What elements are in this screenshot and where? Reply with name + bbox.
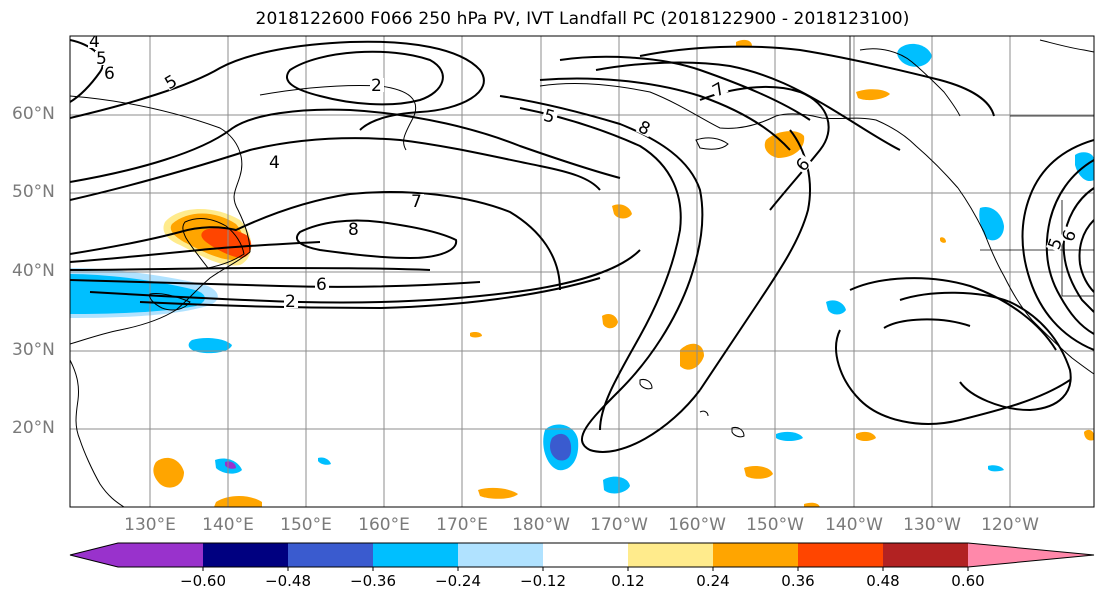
colorbar-swatch-8: [713, 543, 798, 567]
colorbar: [69, 542, 1095, 571]
lat-label-50n: 50°N: [12, 182, 55, 202]
lon-label-160w: 160°W: [668, 515, 726, 535]
colorbar-swatch-9: [798, 543, 883, 567]
shade-orange-10: [856, 431, 876, 441]
lon-label-150e: 150°E: [280, 515, 332, 535]
colorbar-max-extension: [968, 543, 1094, 567]
colorbar-swatch-4: [373, 543, 458, 567]
shade-blue-6: [979, 206, 1004, 241]
shade-blue-4: [826, 300, 846, 315]
lon-label-160e: 160°E: [358, 515, 410, 535]
shade-blue-11: [318, 457, 331, 465]
contour-label-2-a: 2: [371, 76, 382, 96]
colorbar-tick-label: 0.36: [781, 572, 815, 590]
lat-label-20n: 20°N: [12, 418, 55, 438]
shade-blue-3: [603, 476, 630, 494]
colorbar-tick-label: 0.48: [866, 572, 900, 590]
lon-label-140w: 140°W: [825, 515, 883, 535]
colorbar-swatch-1: [118, 543, 203, 567]
lon-label-130e: 130°E: [124, 515, 176, 535]
shade-orange-14: [940, 237, 946, 243]
colorbar-min-extension: [70, 543, 118, 567]
colorbar-swatch-3: [288, 543, 373, 567]
shade-orange-11: [736, 39, 752, 48]
colorbar-tick-label: −0.12: [520, 572, 566, 590]
shade-orange-13: [470, 332, 482, 338]
shade-orange-12: [1084, 429, 1094, 441]
colorbar-tick-label: 0.60: [951, 572, 985, 590]
borders: [849, 36, 1094, 297]
shade-orange-6: [680, 343, 704, 370]
map-frame: [69, 35, 1095, 508]
colorbar-tick-label: −0.60: [180, 572, 226, 590]
lon-label-120w: 120°W: [981, 515, 1039, 535]
shade-japan-red: [201, 228, 252, 258]
pv-contours: [70, 39, 1094, 453]
contour-label-5-a: 5: [96, 49, 107, 69]
contour-label-7-a: 7: [411, 192, 422, 212]
map-title: 2018122600 F066 250 hPa PV, IVT Landfall…: [255, 9, 910, 29]
colorbar-swatch-6: [543, 543, 628, 567]
lat-label-40n: 40°N: [12, 261, 55, 281]
colorbar-outline: [69, 542, 1095, 568]
lon-label-180w: 180°W: [512, 515, 570, 535]
contour-label-4-a: 4: [89, 32, 100, 52]
lon-label-170e: 170°E: [436, 515, 488, 535]
colorbar-swatch-5: [458, 543, 543, 567]
shade-blue-5: [776, 431, 803, 441]
contour-label-5-c: 5: [541, 106, 557, 128]
colorbar-tick-label: −0.36: [350, 572, 396, 590]
shade-orange-15: [804, 502, 820, 507]
lon-label-130w: 130°W: [903, 515, 961, 535]
graticule: [70, 36, 1094, 507]
colorbar-tick-label: 0.24: [696, 572, 730, 590]
lat-label-30n: 30°N: [12, 340, 55, 360]
colorbar-tick-label: −0.24: [435, 572, 481, 590]
lon-label-170w: 170°W: [590, 515, 648, 535]
shade-orange-4: [612, 204, 632, 219]
colorbar-swatch-7: [628, 543, 713, 567]
lat-label-60n: 60°N: [12, 104, 55, 124]
shade-orange-3: [478, 487, 518, 499]
shade-blue-10: [988, 465, 1004, 472]
contour-label-4-b: 4: [269, 153, 280, 173]
colorbar-tick-label: −0.48: [265, 572, 311, 590]
contour-labels: 4 5 6 5 2 4 7 8 6 2 5 8 7 6: [88, 32, 1081, 312]
shade-orange-9: [856, 89, 890, 101]
colorbar-swatch-2: [203, 543, 288, 567]
lon-label-140e: 140°E: [202, 515, 254, 535]
shade-orange-1: [153, 457, 184, 488]
shade-orange-5: [602, 314, 618, 329]
shade-orange-2: [214, 496, 262, 507]
shade-blue-8: [897, 43, 932, 67]
contour-label-6-a: 6: [104, 64, 115, 84]
coastlines: [70, 39, 1094, 507]
shade-blue-2-dark: [550, 433, 572, 461]
colorbar-tick-label: 0.12: [611, 572, 645, 590]
contour-label-2-b: 2: [285, 292, 296, 312]
contour-label-6-b: 6: [316, 275, 327, 295]
shade-blue-1: [188, 337, 232, 354]
shade-orange-7: [744, 466, 773, 479]
contour-label-8-a: 8: [348, 220, 359, 240]
lon-label-150w: 150°W: [746, 515, 804, 535]
colorbar-swatch-10: [883, 543, 968, 567]
